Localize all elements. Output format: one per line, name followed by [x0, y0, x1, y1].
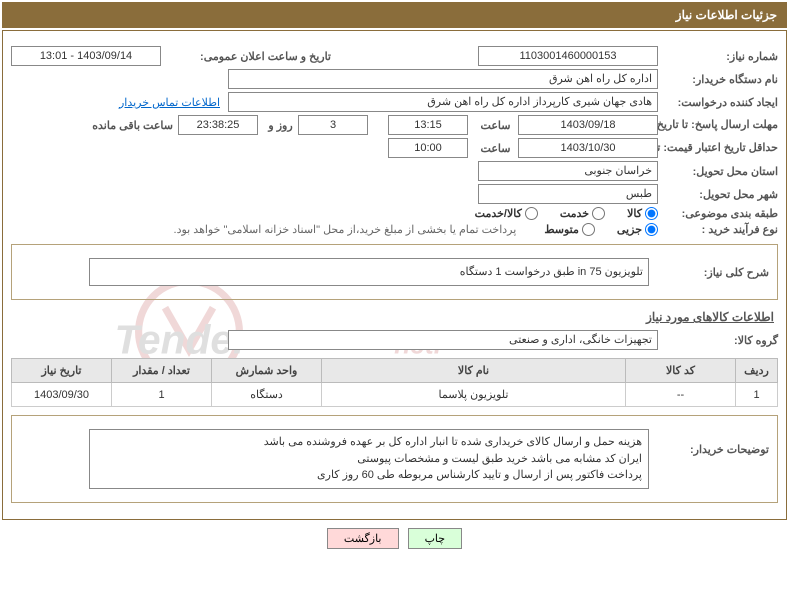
need-no-field: 1103001460000153	[478, 46, 658, 66]
radio-partial[interactable]: جزیی	[617, 223, 658, 236]
radio-both-input[interactable]	[525, 207, 538, 220]
explain-label: توضیحات خریدار:	[649, 429, 769, 456]
cell-name: تلویزیون پلاسما	[322, 383, 626, 407]
table-row: 1 -- تلویزیون پلاسما دستگاه 1 1403/09/30	[12, 383, 778, 407]
time-remain-field: 23:38:25	[178, 115, 258, 135]
page-title-bar: جزئیات اطلاعات نیاز	[2, 2, 787, 28]
page-title: جزئیات اطلاعات نیاز	[676, 8, 777, 22]
cell-date: 1403/09/30	[12, 383, 112, 407]
validity-time-field: 10:00	[388, 138, 468, 158]
desc-field: تلویزیون 75 in طبق درخواست 1 دستگاه	[89, 258, 649, 286]
desc-label: شرح کلی نیاز:	[649, 266, 769, 279]
announce-field: 1403/09/14 - 13:01	[11, 46, 161, 66]
back-button[interactable]: بازگشت	[327, 528, 399, 549]
th-unit: واحد شمارش	[212, 359, 322, 383]
th-name: نام کالا	[322, 359, 626, 383]
requester-label: ایجاد کننده درخواست:	[658, 96, 778, 109]
remain-suffix: ساعت باقی مانده	[87, 119, 173, 132]
radio-kala[interactable]: کالا	[627, 207, 658, 220]
deadline-time-field: 13:15	[388, 115, 468, 135]
radio-khadamat[interactable]: خدمت	[560, 207, 605, 220]
province-field: خراسان جنوبی	[478, 161, 658, 181]
requester-field: هادی جهان شیری کارپرداز اداره کل راه اهن…	[228, 92, 658, 112]
province-label: استان محل تحویل:	[658, 165, 778, 178]
deadline-date-field: 1403/09/18	[518, 115, 658, 135]
deadline-label: مهلت ارسال پاسخ: تا تاریخ:	[658, 118, 778, 132]
radio-khadamat-input[interactable]	[592, 207, 605, 220]
days-remain-field: 3	[298, 115, 368, 135]
radio-medium-input[interactable]	[582, 223, 595, 236]
days-word: روز و	[258, 119, 298, 132]
time-label-1: ساعت	[468, 119, 518, 132]
th-code: کد کالا	[626, 359, 736, 383]
radio-medium[interactable]: متوسط	[544, 223, 595, 236]
th-qty: تعداد / مقدار	[112, 359, 212, 383]
button-row: چاپ بازگشت	[0, 528, 789, 549]
radio-partial-input[interactable]	[645, 223, 658, 236]
process-radio-group: جزیی متوسط	[526, 223, 658, 236]
process-hint: پرداخت تمام یا بخشی از مبلغ خرید،از محل …	[174, 223, 517, 236]
buyer-org-field: اداره کل راه اهن شرق	[228, 69, 658, 89]
announce-label: تاریخ و ساعت اعلان عمومی:	[161, 50, 331, 63]
validity-date-field: 1403/10/30	[518, 138, 658, 158]
cell-qty: 1	[112, 383, 212, 407]
category-label: طبقه بندی موضوعی:	[658, 207, 778, 220]
validity-label: حداقل تاریخ اعتبار قیمت: تا تاریخ:	[658, 141, 778, 155]
cell-unit: دستگاه	[212, 383, 322, 407]
city-label: شهر محل تحویل:	[658, 188, 778, 201]
category-radio-group: کالا خدمت کالا/خدمت	[457, 207, 658, 220]
radio-both[interactable]: کالا/خدمت	[475, 207, 538, 220]
group-field: تجهیزات خانگی، اداری و صنعتی	[228, 330, 658, 350]
explain-line-3: پرداخت فاکتور پس از ارسال و تایید کارشنا…	[96, 467, 642, 484]
main-panel: شماره نیاز: 1103001460000153 تاریخ و ساع…	[2, 30, 787, 520]
need-no-label: شماره نیاز:	[658, 50, 778, 63]
process-label: نوع فرآیند خرید :	[658, 223, 778, 236]
print-button[interactable]: چاپ	[408, 528, 463, 549]
radio-kala-input[interactable]	[645, 207, 658, 220]
buyer-org-label: نام دستگاه خریدار:	[658, 73, 778, 86]
goods-section-title: اطلاعات کالاهای مورد نیاز	[15, 310, 774, 324]
buyer-contact-link[interactable]: اطلاعات تماس خریدار	[119, 96, 220, 109]
th-date: تاریخ نیاز	[12, 359, 112, 383]
th-row: ردیف	[736, 359, 778, 383]
group-label: گروه کالا:	[658, 334, 778, 347]
time-label-2: ساعت	[468, 142, 518, 155]
explanation-box: توضیحات خریدار: هزینه حمل و ارسال کالای …	[11, 415, 778, 503]
cell-code: --	[626, 383, 736, 407]
city-field: طبس	[478, 184, 658, 204]
goods-table: ردیف کد کالا نام کالا واحد شمارش تعداد /…	[11, 358, 778, 407]
description-box: شرح کلی نیاز: تلویزیون 75 in طبق درخواست…	[11, 244, 778, 300]
explain-field: هزینه حمل و ارسال کالای خریداری شده تا ا…	[89, 429, 649, 489]
cell-row: 1	[736, 383, 778, 407]
explain-line-2: ایران کد مشابه می باشد خرید طبق لیست و م…	[96, 451, 642, 468]
explain-line-1: هزینه حمل و ارسال کالای خریداری شده تا ا…	[96, 434, 642, 451]
